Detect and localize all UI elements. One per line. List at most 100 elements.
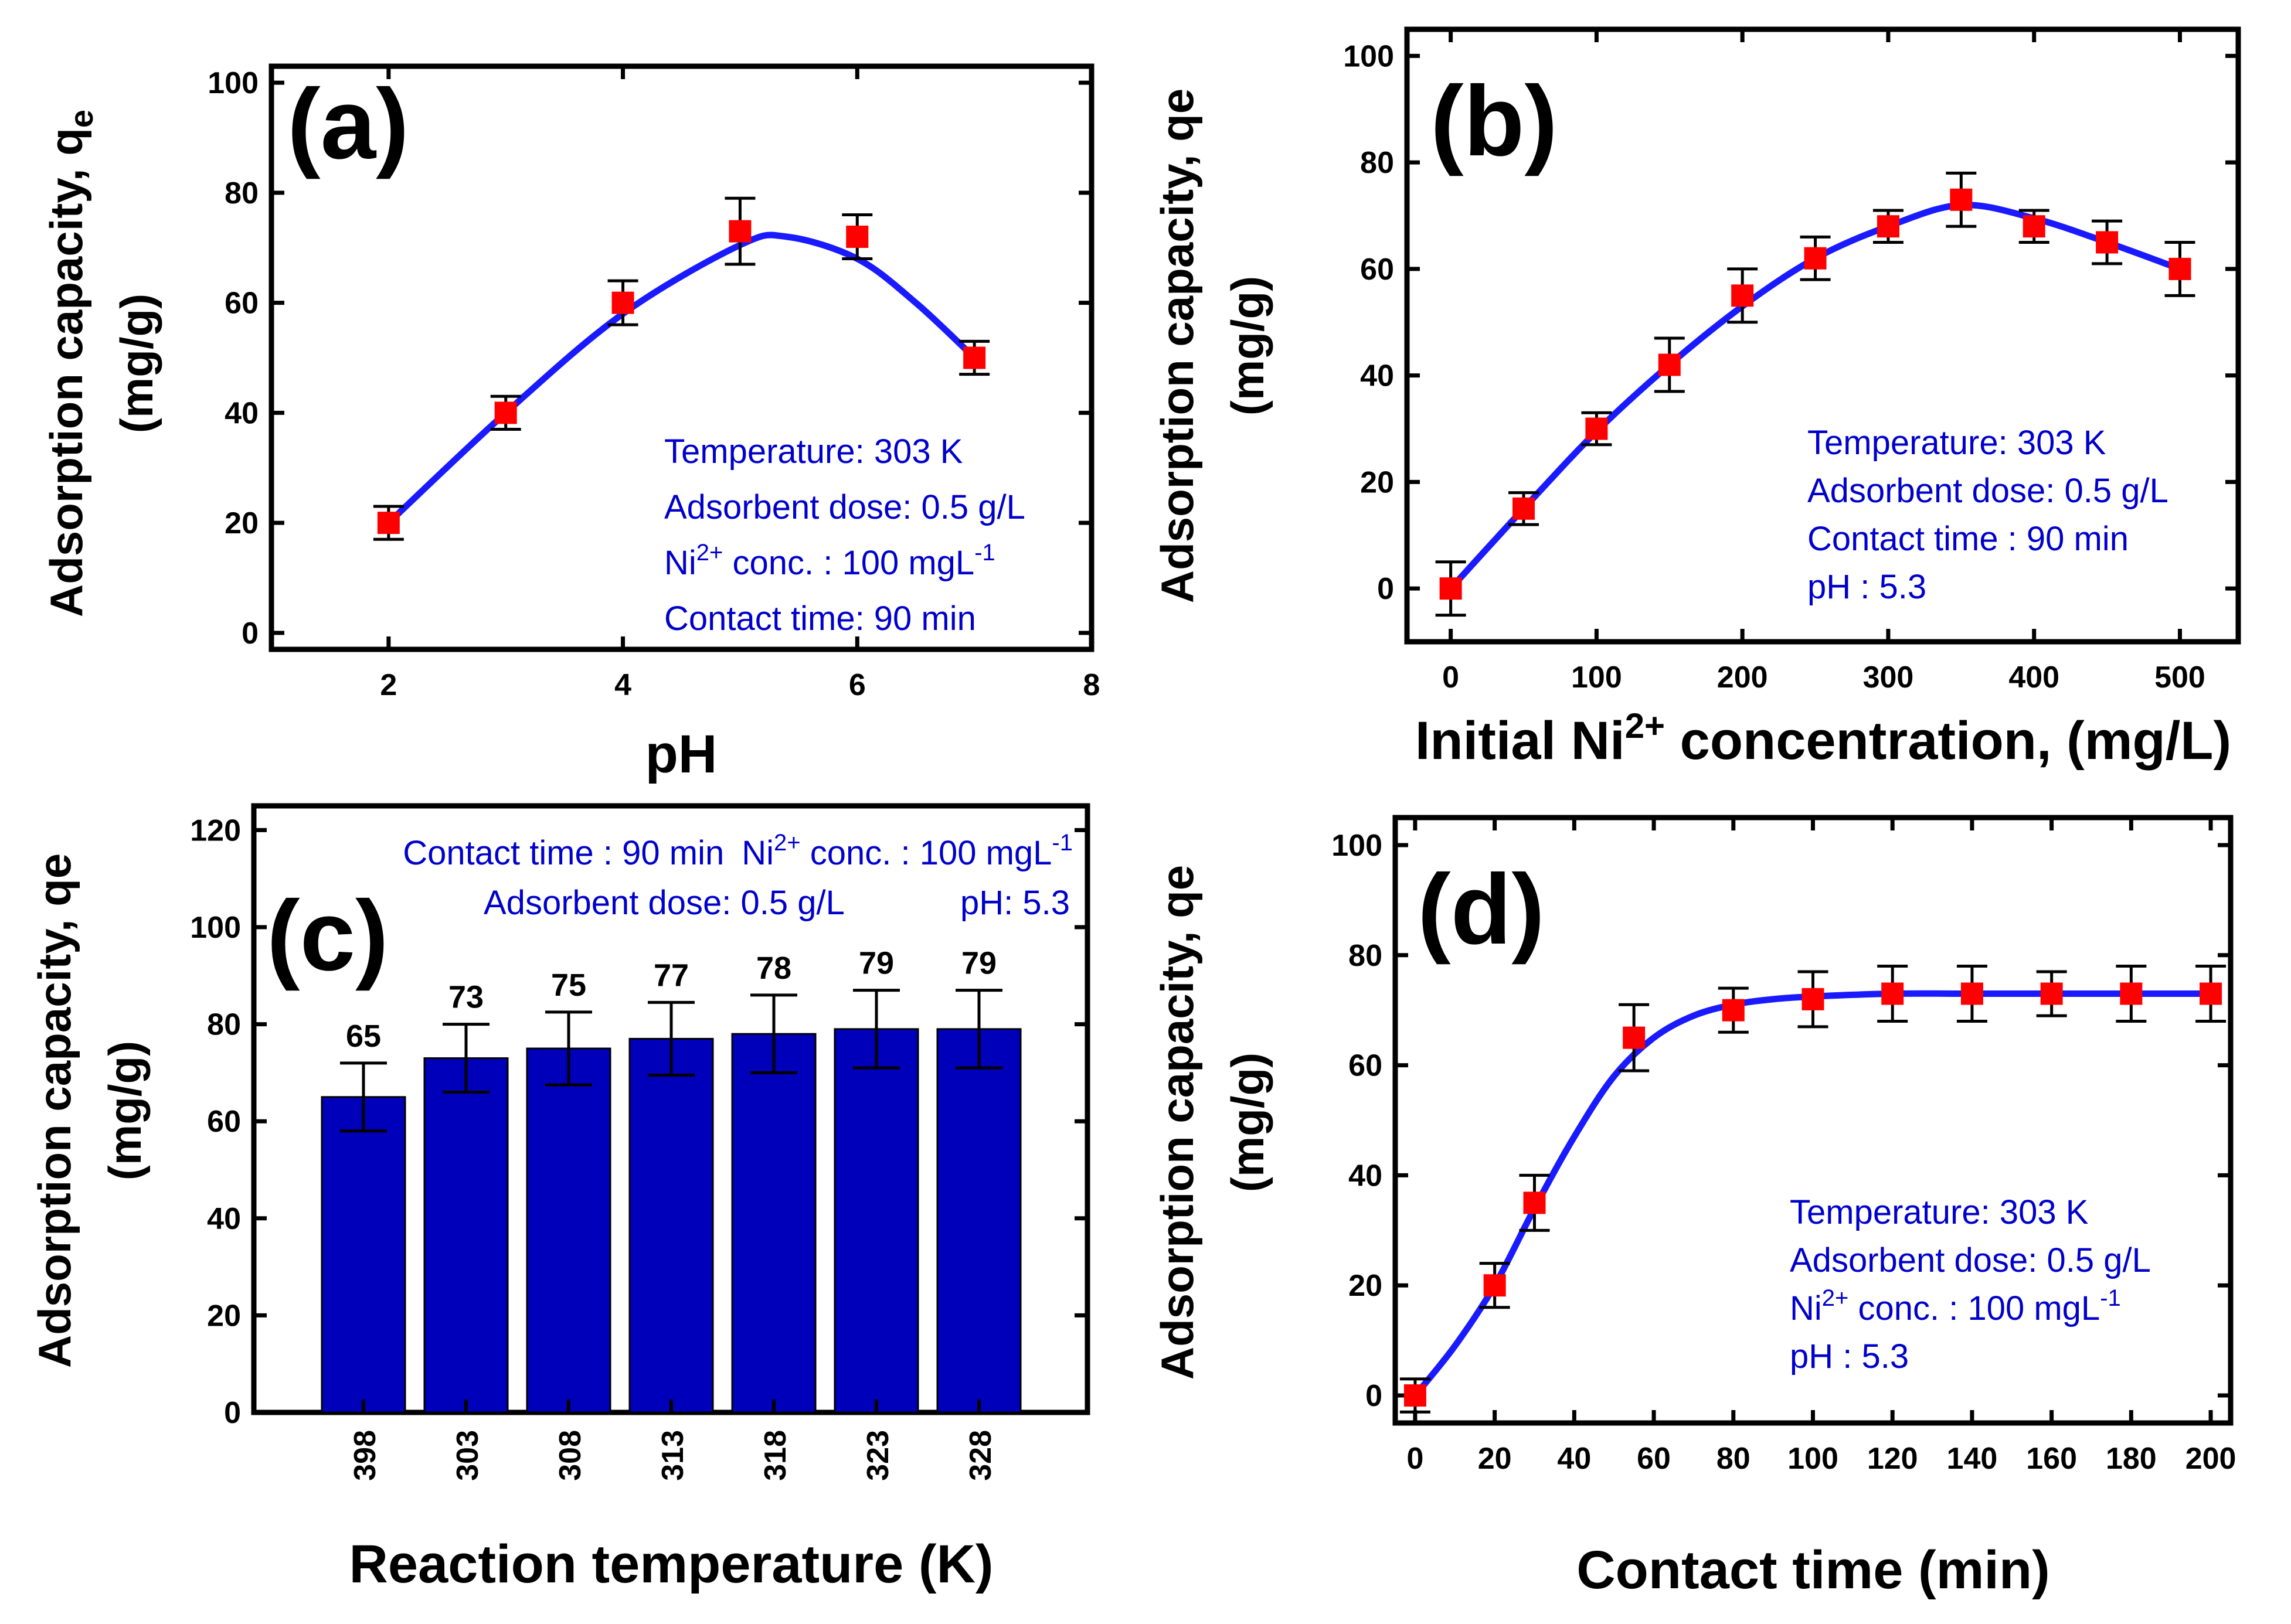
fit-curve [1412,990,2211,1398]
y-axis-label-units: (mg/g) [99,1041,151,1180]
y-tick-label: 100 [208,66,259,100]
annotation-text: conc. : 100 mgL [723,544,974,582]
annotation-line: Contact time: 90 min [664,600,976,638]
annotation-text: Adsorbent dose: 0.5 g/L [1807,472,2168,510]
annotation-text: Temperature: 303 K [1807,424,2106,462]
x-axis-label: Contact time (min) [1576,1540,2050,1600]
x-tick-label: 100 [1571,661,1622,694]
y-tick-label: 60 [1348,1049,1382,1083]
annotation-superscript: -1 [2100,1285,2121,1311]
x-tick-label: 180 [2106,1442,2157,1476]
bar [628,1037,714,1414]
x-tick-label: 100 [1787,1442,1838,1476]
annotation-superscript: 2+ [1822,1285,1849,1311]
panel-label: (a) [287,69,409,180]
y-axis-label-line1: Adsorption capacity, qe [29,853,80,1368]
x-tick-label: 140 [1947,1442,1998,1476]
annotation-text: conc. : 100 mgL [1848,1289,2100,1327]
fit-curve [1448,202,2181,591]
panel-b: 0 20 40 60 80 100 0 100 200 300 400 500 (b) Temperatu… [1151,26,2241,771]
x-axis-label: Initial Ni2+ concentration, (mg/L) [1415,706,2231,771]
panel-label: (b) [1430,66,1558,177]
x-tick-label: 323 [861,1430,895,1481]
x-tick-label: 80 [1716,1442,1750,1476]
data-point [1512,497,1535,520]
plot-frame-a [268,63,1094,652]
annotation-line: Contact time : 90 min [1807,520,2129,558]
data-point [1804,247,1827,270]
annotation-text: pH : 5.3 [1807,568,1926,606]
y-tick-label: 80 [225,176,259,210]
bar [321,1096,406,1414]
data-point [494,401,517,424]
y-tick-label: 60 [207,1105,241,1139]
annotation-superscript: -1 [974,540,995,566]
bar [731,1033,817,1414]
x-axis-label: pH [645,724,718,784]
annotation-line: Ni2+ conc. : 100 mgL-1 [664,540,995,582]
bar [936,1028,1022,1414]
x-tick-label: 303 [451,1430,485,1481]
data-point [1722,999,1745,1022]
annotation-text: Ni [742,834,774,872]
bar [526,1047,611,1414]
annotation-line: Adsorbent dose: 0.5 g/L [664,488,1025,526]
data-point [611,291,634,314]
data-point [1623,1026,1646,1049]
annotation-text: Adsorbent dose: 0.5 g/L [1790,1241,2151,1279]
annotation-text: Temperature: 303 K [1790,1193,2089,1231]
y-tick-label: 0 [1365,1379,1382,1413]
y-tick-label: 40 [1348,1159,1382,1193]
y-axis-label: Adsorption capacity, qe [40,110,100,617]
data-point [1877,215,1899,238]
y-tick-label: 60 [225,287,259,321]
y-axis-label-units: (mg/g) [111,294,162,433]
annotation-text: Contact time : 90 min [1807,520,2129,558]
y-tick-label: 100 [1331,829,1382,863]
annotation-superscript: 2+ [696,540,723,566]
data-point [1483,1274,1506,1297]
y-tick-label: 40 [1360,359,1394,393]
panel-d: 0 20 40 60 80 100 0 20 40 60 80 100 120 140 160 180 200 (… [1151,815,2236,1600]
x-axis-label-text: concentration, (mg/L) [1665,711,2231,771]
x-tick-label: 2 [380,668,397,702]
annotation-line: Temperature: 303 K [1790,1193,2089,1231]
bar-value-label: 65 [346,1019,381,1054]
annotation-line: pH : 5.3 [1790,1337,1909,1376]
annotation-line: pH : 5.3 [1807,568,1926,606]
x-axis-label-text: Initial Ni [1415,711,1625,771]
annotation-line: Contact time : 90 min Ni2+ conc. : 100 mg… [403,830,1073,872]
panel-c: 0 20 40 60 80 100 120 65 398 73 303 75 308 77 313 78 318… [29,803,1090,1594]
bar-value-label: 75 [551,968,586,1003]
y-tick-label: 20 [207,1299,241,1333]
y-tick-label: 20 [1360,465,1394,499]
annotation-text: Contact time: 90 min [664,600,976,638]
y-tick-label: 0 [224,1396,241,1430]
data-point [2023,215,2045,238]
bar-value-label: 79 [961,946,997,981]
panel-label: (c) [267,880,389,992]
panel-a: 0 20 40 60 80 100 2 4 6 8 (a) Temperature: 303 K Ads… [40,63,1100,784]
y-axis-label-line1: Adsorption capacity, q [40,128,92,617]
data-point [1881,982,1904,1005]
data-point [1585,417,1608,440]
annotation-line: Temperature: 303 K [664,433,963,471]
y-tick-label: 20 [225,506,259,540]
y-tick-label: 80 [1360,146,1394,180]
x-tick-label: 160 [2026,1442,2077,1476]
x-axis-label: Reaction temperature (K) [349,1534,993,1594]
x-tick-label: 313 [656,1430,690,1481]
y-tick-label: 60 [1360,253,1394,287]
data-point [729,220,752,243]
x-axis-label-superscript: 2+ [1625,706,1665,745]
annotation-text: Adsorbent dose: 0.5 g/L [484,884,845,922]
data-point [2040,982,2063,1005]
y-tick-label: 0 [1377,572,1394,606]
data-point [1523,1191,1546,1214]
annotation-text: Ni [1790,1289,1822,1327]
y-axis-label-line1: Adsorption capacity, qe [1151,865,1203,1380]
x-tick-label: 400 [2008,661,2059,694]
data-point [1403,1384,1426,1407]
x-tick-label: 40 [1557,1442,1591,1476]
